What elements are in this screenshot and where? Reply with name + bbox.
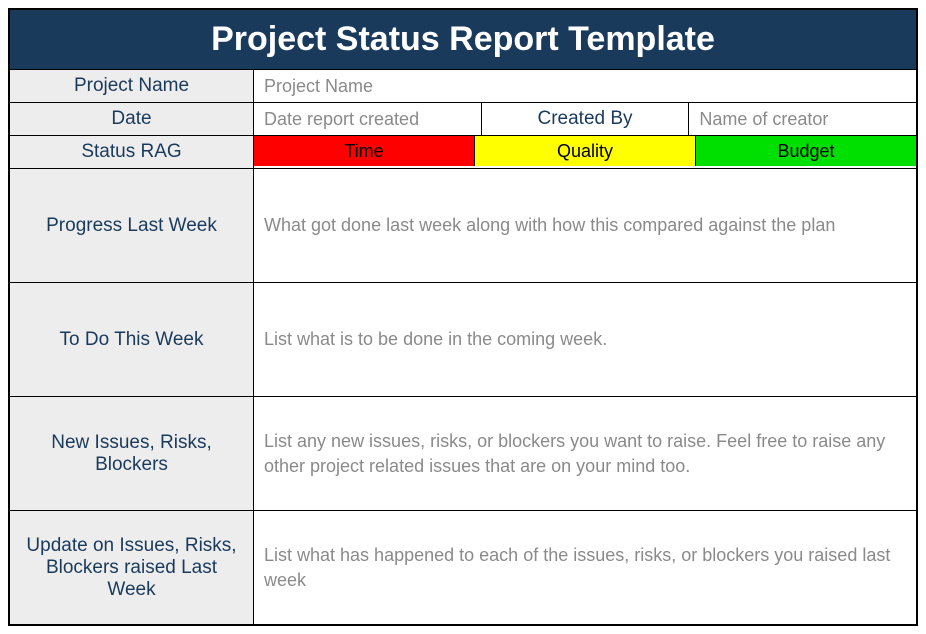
- date-created-row: Date Date report created Created By Name…: [10, 103, 916, 136]
- rag-budget: Budget: [696, 136, 916, 166]
- section-value[interactable]: List what has happened to each of the is…: [254, 511, 916, 624]
- report-container: Project Status Report Template Project N…: [8, 8, 918, 626]
- section-todo-this-week: To Do This Week List what is to be done …: [10, 283, 916, 397]
- section-value[interactable]: List any new issues, risks, or blockers …: [254, 397, 916, 510]
- section-new-issues: New Issues, Risks, Blockers List any new…: [10, 397, 916, 511]
- report-title: Project Status Report Template: [10, 10, 916, 70]
- section-label: New Issues, Risks, Blockers: [10, 397, 254, 510]
- section-label: Update on Issues, Risks, Blockers raised…: [10, 511, 254, 624]
- status-rag-row: Status RAG Time Quality Budget: [10, 136, 916, 169]
- rag-quality: Quality: [475, 136, 696, 166]
- project-name-row: Project Name Project Name: [10, 70, 916, 103]
- rag-time: Time: [254, 136, 475, 166]
- section-label: To Do This Week: [10, 283, 254, 396]
- section-update-issues: Update on Issues, Risks, Blockers raised…: [10, 511, 916, 624]
- rag-cells: Time Quality Budget: [254, 136, 916, 168]
- date-label: Date: [10, 103, 254, 135]
- section-value[interactable]: What got done last week along with how t…: [254, 169, 916, 282]
- status-rag-label: Status RAG: [10, 136, 254, 168]
- date-value[interactable]: Date report created: [254, 103, 482, 135]
- created-by-value[interactable]: Name of creator: [689, 103, 916, 135]
- section-progress-last-week: Progress Last Week What got done last we…: [10, 169, 916, 283]
- section-label: Progress Last Week: [10, 169, 254, 282]
- project-name-label: Project Name: [10, 70, 254, 102]
- created-by-label: Created By: [482, 103, 690, 135]
- section-value[interactable]: List what is to be done in the coming we…: [254, 283, 916, 396]
- project-name-value[interactable]: Project Name: [254, 70, 916, 102]
